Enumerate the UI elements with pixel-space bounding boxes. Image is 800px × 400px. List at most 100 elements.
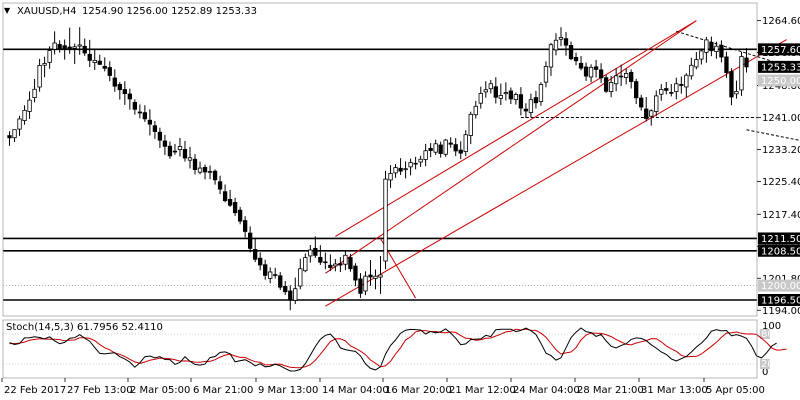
y-tick-label: 1194.00 bbox=[762, 306, 800, 317]
candle bbox=[423, 143, 428, 167]
candle-body bbox=[363, 275, 368, 292]
candle bbox=[473, 100, 478, 119]
candle-body bbox=[679, 84, 684, 86]
candle bbox=[709, 36, 714, 57]
candle bbox=[47, 46, 52, 69]
candle-body bbox=[197, 167, 203, 173]
candle-body bbox=[7, 135, 12, 139]
candle bbox=[689, 57, 694, 80]
candle-body bbox=[629, 71, 634, 82]
candle bbox=[248, 226, 253, 253]
stoch-marker-label: 80 bbox=[761, 329, 774, 340]
candle bbox=[413, 156, 418, 170]
candle-body bbox=[649, 110, 654, 117]
price-tag-label: 1211.50 bbox=[761, 234, 800, 245]
candle-body bbox=[729, 71, 734, 98]
candle bbox=[227, 189, 233, 207]
candle-body bbox=[724, 56, 729, 73]
candle bbox=[629, 69, 634, 89]
candle-body bbox=[17, 118, 22, 130]
candle bbox=[373, 269, 378, 290]
candle bbox=[22, 105, 27, 125]
candle bbox=[573, 52, 579, 66]
x-tick-label: 9 Mar 13:00 bbox=[258, 385, 318, 396]
candle bbox=[448, 137, 453, 148]
candle bbox=[338, 257, 343, 273]
candle-body bbox=[132, 101, 137, 110]
stochastic-pane[interactable]: 80 20 bbox=[3, 327, 787, 372]
symbol-label: XAUUSD,H4 bbox=[17, 6, 76, 17]
x-tick-label: 22 Feb 2017 bbox=[4, 385, 66, 396]
x-tick-label: 14 Mar 04:00 bbox=[322, 385, 389, 396]
candle-body bbox=[448, 142, 453, 145]
y-tick-label: 1264.60 bbox=[762, 16, 800, 27]
candle-body bbox=[533, 97, 539, 104]
candle-body bbox=[654, 95, 659, 112]
candle-body bbox=[528, 99, 534, 113]
candle-body bbox=[603, 77, 609, 92]
candle bbox=[383, 170, 388, 270]
candle bbox=[72, 43, 77, 65]
candle bbox=[343, 251, 348, 271]
candle bbox=[699, 48, 704, 65]
candle-body bbox=[458, 149, 463, 154]
x-tick-label: 21 Mar 12:00 bbox=[449, 385, 516, 396]
candle bbox=[418, 155, 423, 167]
candle bbox=[288, 285, 293, 311]
candle bbox=[468, 111, 473, 145]
candle bbox=[52, 31, 57, 55]
candle bbox=[393, 163, 398, 178]
candle bbox=[172, 143, 178, 155]
candle-body bbox=[388, 173, 393, 181]
price-tag-bg bbox=[758, 43, 800, 56]
price-tag-1211.50: 1211.50 bbox=[758, 232, 800, 245]
candle bbox=[563, 32, 569, 56]
header-arrow[interactable]: ▼ bbox=[4, 6, 11, 15]
y-tick-label: 1233.20 bbox=[762, 145, 800, 156]
candle-body bbox=[177, 145, 183, 151]
price-tag-label: 1200.00 bbox=[761, 281, 800, 292]
candle-body bbox=[82, 45, 87, 54]
candle bbox=[333, 259, 338, 272]
candle bbox=[433, 139, 438, 155]
price-tag-1208.50: 1208.50 bbox=[758, 244, 800, 257]
candle bbox=[704, 36, 709, 63]
candle bbox=[222, 184, 228, 203]
stoch-tick-100: 100 bbox=[762, 321, 781, 332]
candle-body bbox=[192, 158, 198, 170]
price-tag-1253.33: 1253.33 bbox=[758, 60, 800, 73]
price-tag-label: 1196.50 bbox=[761, 296, 800, 307]
candle bbox=[212, 169, 218, 185]
candle bbox=[328, 254, 333, 272]
stoch-tick-0: 0 bbox=[762, 367, 768, 378]
candle-body bbox=[368, 274, 373, 278]
candle bbox=[232, 197, 238, 216]
x-tick-label: 24 Mar 04:00 bbox=[513, 385, 580, 396]
candle-body bbox=[593, 66, 599, 70]
candle-body bbox=[268, 271, 273, 279]
candle bbox=[719, 40, 724, 63]
candle bbox=[77, 27, 82, 55]
candle-body bbox=[152, 125, 158, 132]
candle-body bbox=[137, 111, 143, 114]
candle bbox=[162, 134, 168, 155]
price-pane-frame bbox=[2, 2, 758, 317]
stoch-marker-label: 20 bbox=[761, 359, 774, 370]
candle bbox=[674, 77, 679, 100]
candle-body bbox=[147, 119, 153, 125]
candle bbox=[67, 27, 72, 54]
candle-body bbox=[433, 143, 438, 153]
candle bbox=[654, 90, 659, 117]
candle-body bbox=[353, 265, 358, 281]
candle-body bbox=[423, 150, 428, 160]
candle bbox=[147, 109, 153, 136]
candle bbox=[568, 41, 574, 61]
candle-body bbox=[438, 144, 443, 154]
candle bbox=[453, 138, 458, 157]
candle-body bbox=[734, 91, 739, 95]
candle-body bbox=[212, 170, 218, 181]
candle-body bbox=[563, 38, 569, 46]
candle bbox=[398, 158, 403, 175]
price-pane[interactable] bbox=[3, 20, 800, 311]
candle bbox=[543, 61, 549, 88]
